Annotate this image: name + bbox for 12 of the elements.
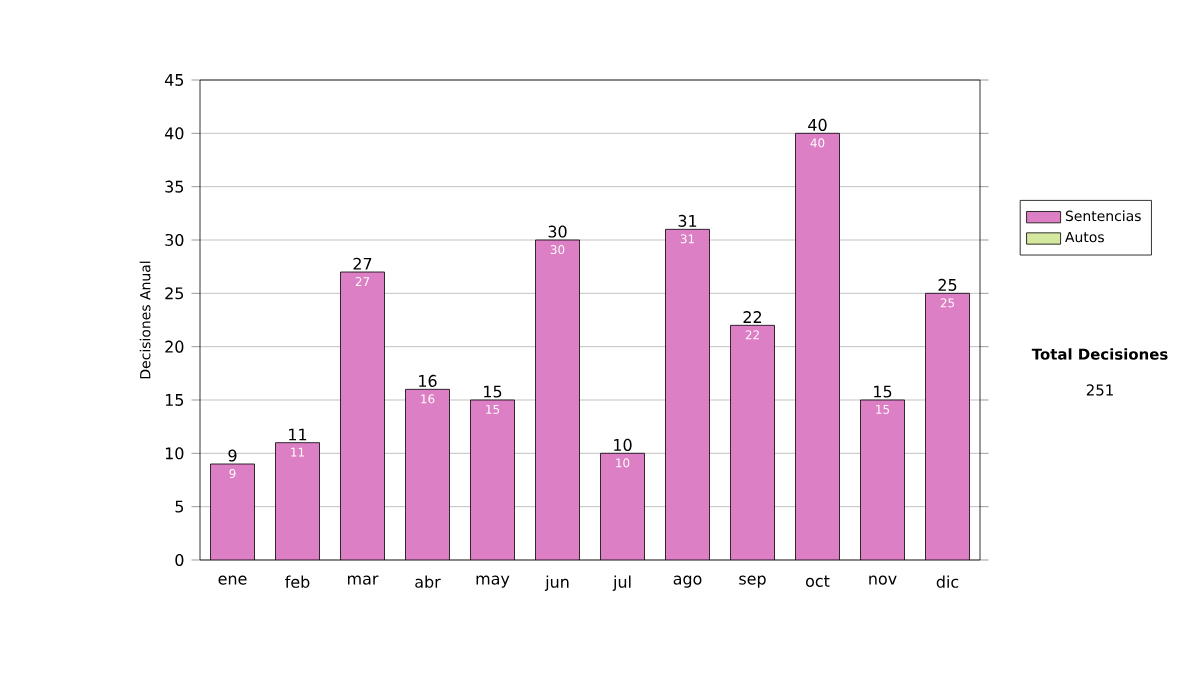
bar — [925, 292, 970, 560]
bar — [275, 442, 320, 560]
bar — [795, 133, 840, 560]
bar — [730, 325, 775, 560]
bar — [535, 240, 580, 560]
bar — [600, 453, 645, 560]
bar — [340, 272, 385, 560]
bar — [210, 464, 255, 560]
bar — [860, 400, 905, 560]
bar — [470, 400, 515, 560]
bar — [405, 389, 450, 560]
bar — [665, 229, 710, 560]
